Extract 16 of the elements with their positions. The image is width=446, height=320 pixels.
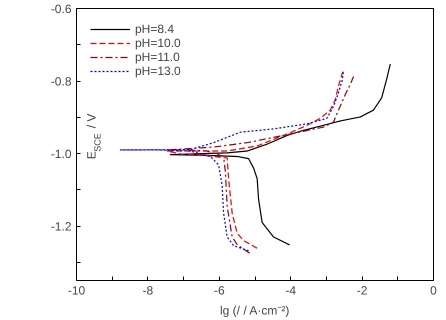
legend-label: pH=10.0 [135, 36, 181, 50]
x-tick-label: -8 [142, 284, 154, 298]
x-tick-label: 0 [430, 284, 438, 298]
y-tick-label: -0.6 [50, 2, 72, 16]
y-tick-label: -0.8 [50, 74, 72, 89]
y-tick-label: -1.2 [50, 220, 72, 234]
x-tick-label: -6 [214, 284, 225, 298]
x-tick-label: -4 [285, 284, 296, 298]
y-tick-label: -1.0 [50, 147, 72, 162]
x-tick-label: -10 [68, 284, 86, 298]
legend-label: pH=13.0 [135, 64, 181, 78]
x-tick-label: -2 [356, 284, 368, 298]
y-axis-title: ESCE / V [84, 114, 102, 160]
legend-label: pH=11.0 [135, 50, 180, 64]
x-axis-title: lg (/ / A·cm⁻²) [220, 304, 290, 318]
legend-label: pH=8.4 [135, 22, 174, 36]
